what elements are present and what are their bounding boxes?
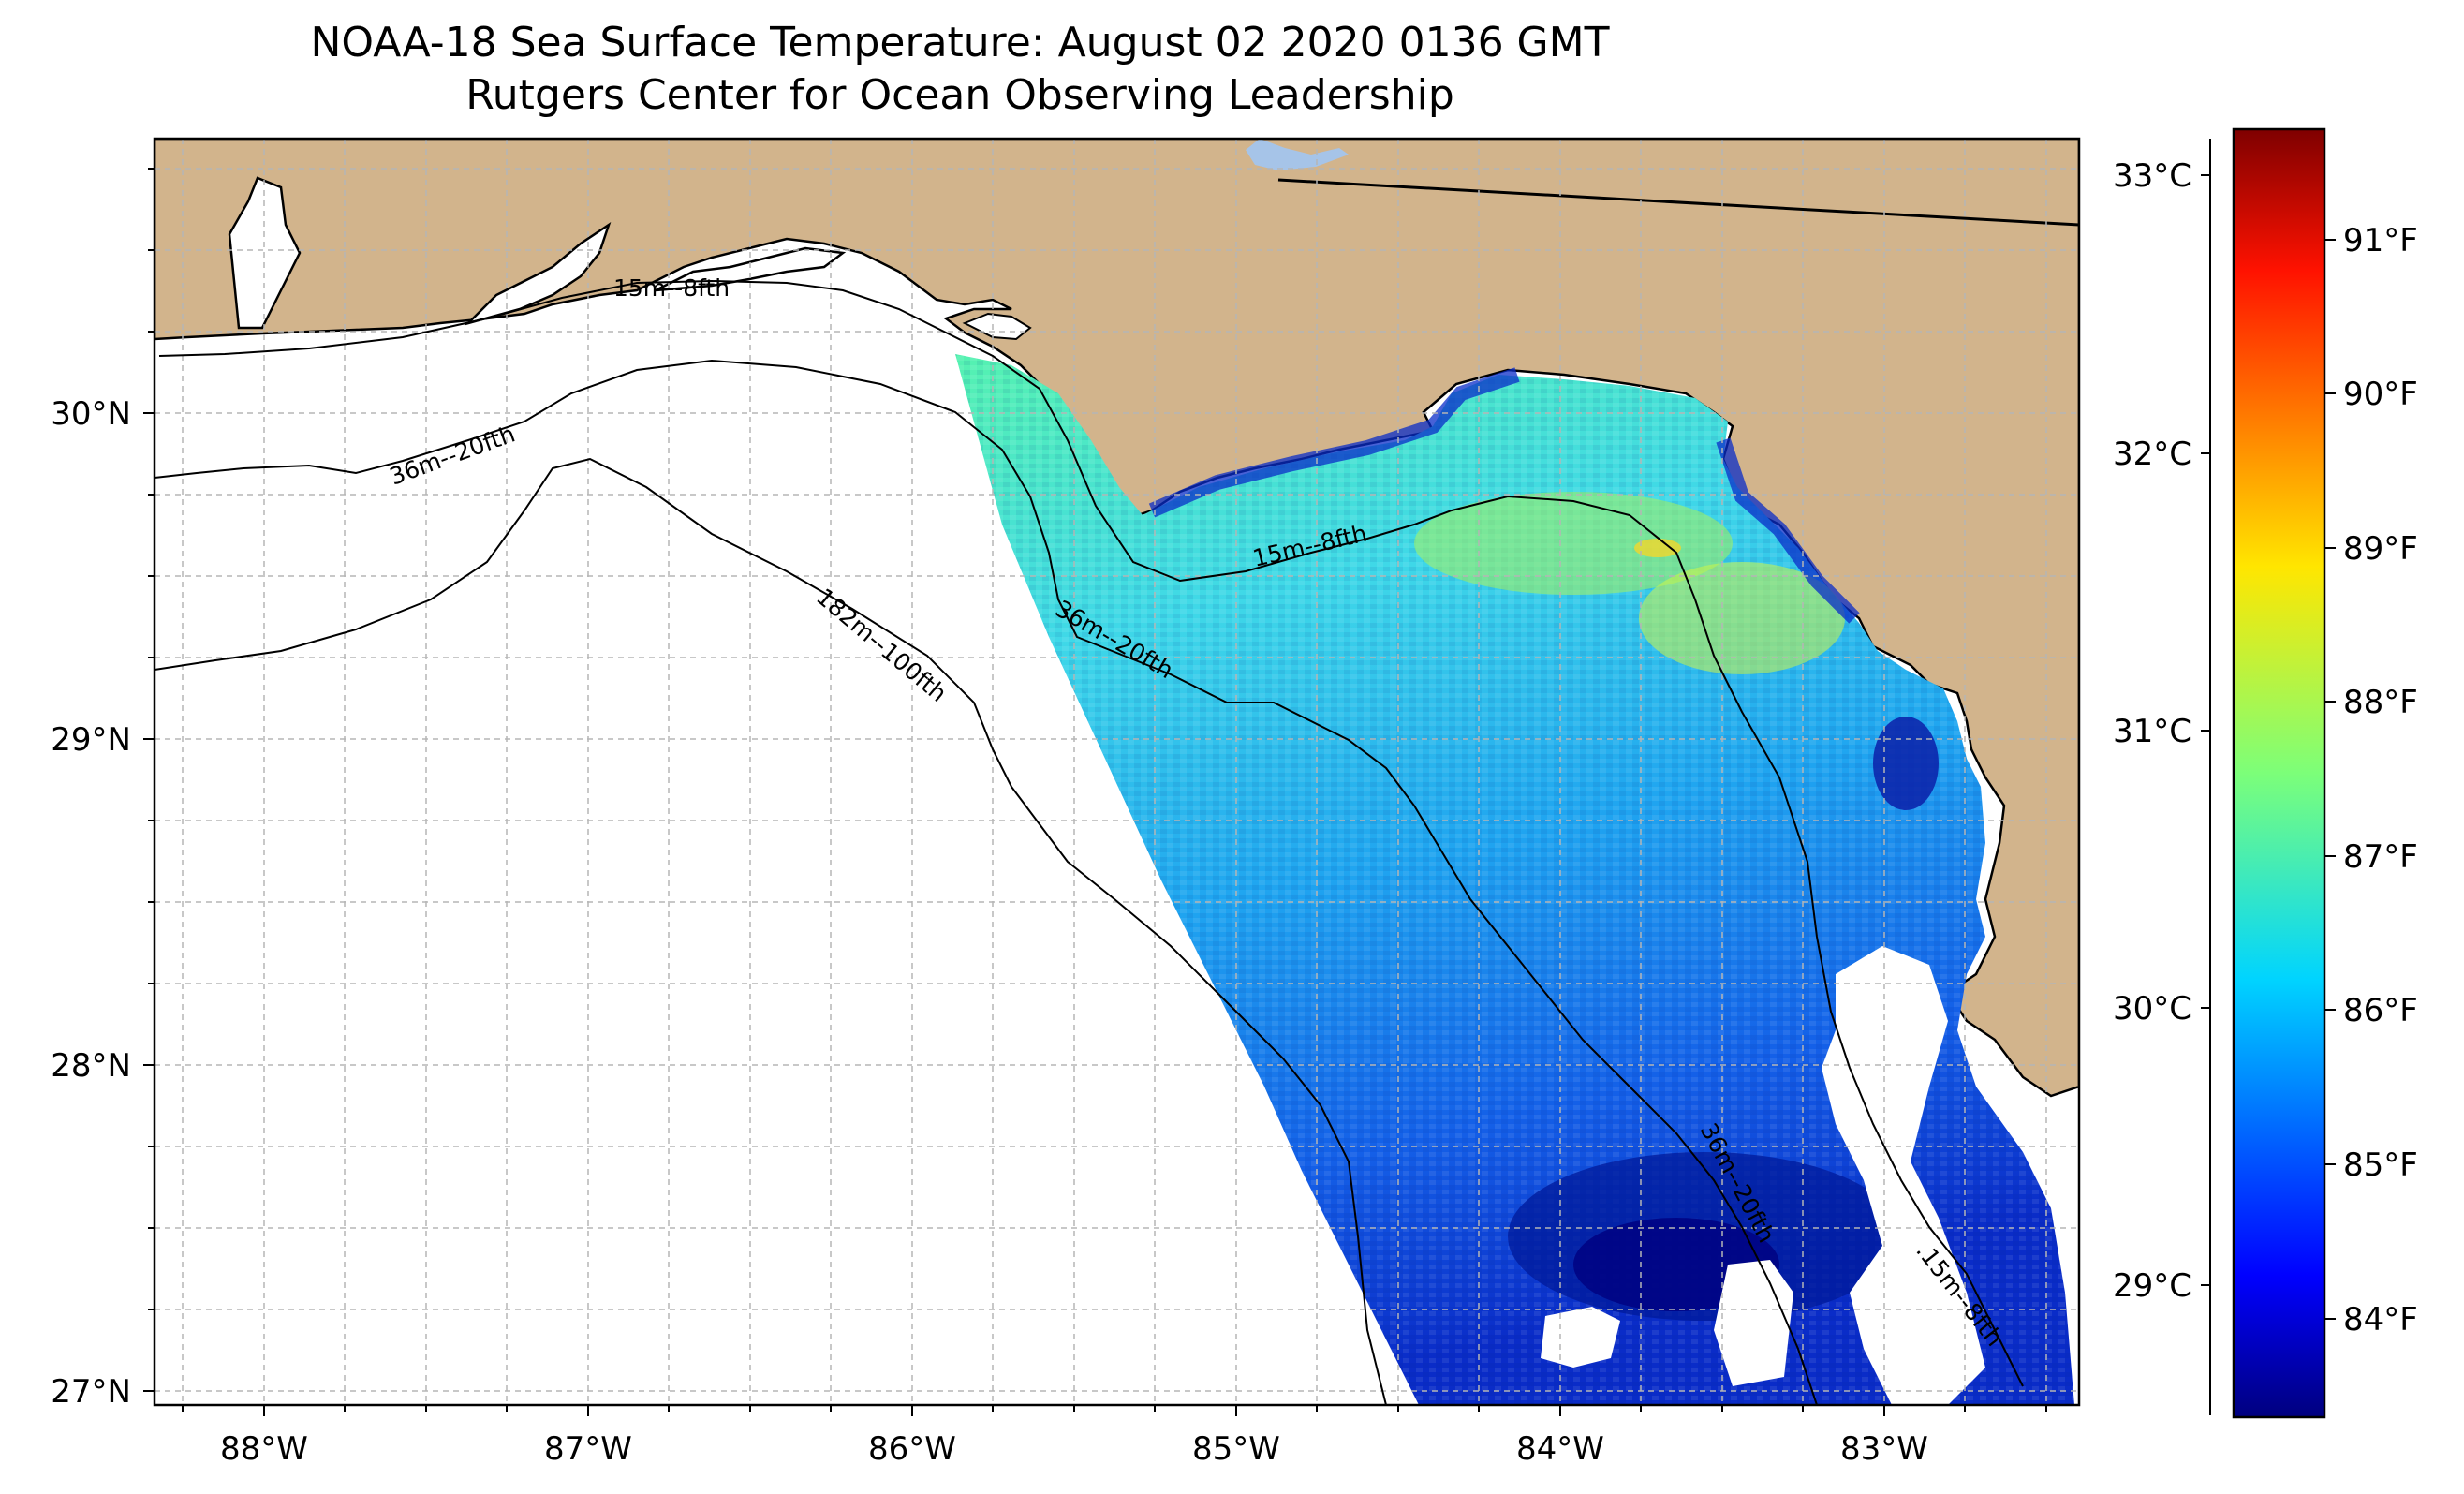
map-area: 15m--8fth 36m--20fth 15m--8fth 36m--20ft… [155,139,2079,1405]
lake-seminole [1246,139,1349,170]
colorbar-gradient [2232,127,2326,1419]
celsius-label-30: 30°C [2113,990,2191,1028]
fahrenheit-label-87: 87°F [2343,838,2418,876]
longitude-labels: 88°W 87°W 86°W 85°W 84°W 83°W [220,1430,1928,1468]
celsius-label-32: 32°C [2113,436,2191,473]
contour-36m-west [155,359,1818,1405]
bay-pensacola [464,221,612,326]
celsius-label-31: 31°C [2113,713,2191,750]
colorbar-celsius-axis [2201,139,2211,1415]
lat-label-27n: 27°N [51,1373,131,1411]
fahrenheit-label-85: 85°F [2343,1146,2418,1184]
fahrenheit-label-90: 90°F [2343,376,2418,413]
fahrenheit-label-91: 91°F [2343,222,2418,259]
lat-label-28n: 28°N [51,1047,131,1085]
axis-ticks [143,168,2047,1416]
fahrenheit-label-86: 86°F [2343,992,2418,1029]
lon-label-88w: 88°W [220,1430,308,1468]
graticule [155,139,2079,1405]
colorbar: 33°C 32°C 31°C 30°C 29°C 91°F 90°F 89°F … [2113,127,2418,1419]
latitude-labels: 30°N 29°N 28°N 27°N [51,395,131,1411]
lon-label-85w: 85°W [1192,1430,1280,1468]
lon-label-87w: 87°W [544,1430,632,1468]
fahrenheit-label-84: 84°F [2343,1301,2418,1339]
lon-label-86w: 86°W [868,1430,956,1468]
cloud-gap-south-1 [1541,1307,1620,1368]
sst-cool-patch-bigbend [1873,717,1939,810]
lat-label-30n: 30°N [51,395,131,433]
colorbar-fahrenheit-labels: 91°F 90°F 89°F 88°F 87°F 86°F 85°F 84°F [2343,222,2418,1339]
state-border-line [1277,178,2079,227]
bathymetry-contours [155,279,2024,1405]
celsius-label-33: 33°C [2113,157,2191,195]
chart-title: NOAA-18 Sea Surface Temperature: August … [0,17,1920,122]
map-border [153,137,2081,1407]
celsius-label-29: 29°C [2113,1267,2191,1305]
fahrenheit-label-88: 88°F [2343,684,2418,721]
contour-15m-west [158,279,2024,1387]
cloud-gap-east-1 [1822,946,1985,1405]
lat-label-29n: 29°N [51,721,131,759]
sst-swath [955,354,2074,1405]
colorbar-celsius-labels: 33°C 32°C 31°C 30°C 29°C [2113,157,2191,1305]
colorbar-fahrenheit-ticks [2324,239,2336,1320]
contour-label-15m-west: 15m--8fth [613,274,730,302]
sst-warm-spot [1634,539,1681,557]
lon-label-84w: 84°W [1516,1430,1604,1468]
lon-label-83w: 83°W [1840,1430,1928,1468]
sst-warm-patch-north [1414,492,1733,595]
contour-182m [155,457,1387,1405]
title-line-subtitle: Rutgers Center for Ocean Observing Leade… [465,71,1454,119]
title-line-main: NOAA-18 Sea Surface Temperature: August … [310,19,1610,67]
sst-coastal-cold-band [1148,367,1860,624]
fahrenheit-label-89: 89°F [2343,530,2418,568]
